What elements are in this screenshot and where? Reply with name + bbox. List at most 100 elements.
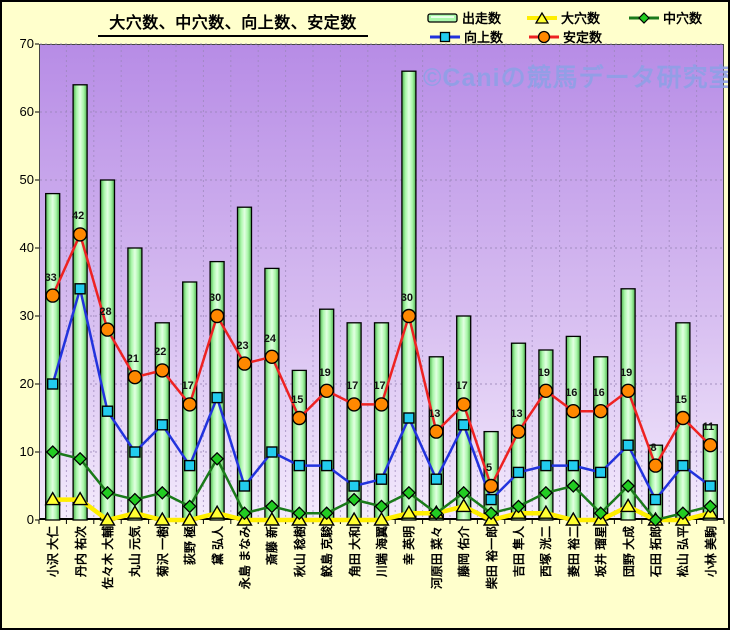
marker-安定数	[401, 308, 417, 324]
marker-中穴数	[73, 451, 88, 466]
x-axis-label: 佐々木 大輔	[101, 525, 116, 590]
y-axis-label: 70	[19, 36, 34, 51]
legend-bar-swatch	[427, 12, 458, 23]
x-axis-label: 菱田 裕二	[566, 525, 581, 578]
marker-大穴数	[126, 504, 144, 519]
x-axis-label: 石田 拓郎	[649, 525, 664, 578]
marker-向上数	[430, 473, 442, 485]
x-axis-label: 藤岡 佑介	[457, 525, 472, 578]
point-label-安定数: 19	[537, 366, 551, 379]
marker-中穴数	[374, 499, 389, 514]
legend-triangle-swatch	[527, 11, 557, 24]
marker-中穴数	[456, 485, 471, 500]
x-axis-label: 松山 弘平	[676, 525, 691, 578]
legend-diamond-swatch	[629, 11, 659, 24]
marker-向上数	[156, 419, 169, 431]
marker-向上数	[321, 459, 333, 472]
marker-中穴数	[210, 451, 225, 466]
marker-安定数	[292, 410, 307, 426]
marker-向上数	[458, 419, 470, 431]
marker-安定数	[703, 438, 718, 453]
marker-安定数	[346, 397, 362, 412]
bar-鮫島 克駿	[319, 308, 335, 521]
point-label-安定数: 13	[510, 407, 523, 420]
x-axis-label: 角田 大和	[347, 525, 362, 578]
marker-向上数	[129, 446, 141, 458]
marker-安定数	[483, 478, 499, 494]
x-axis-label: 吉田 隼人	[512, 525, 527, 578]
y-axis-label: 0	[26, 512, 34, 527]
x-axis-label: 河原田 菜々	[429, 525, 444, 590]
point-label-安定数: 11	[702, 421, 715, 434]
marker-安定数	[429, 424, 444, 439]
marker-向上数	[567, 459, 579, 472]
marker-向上数	[375, 473, 388, 485]
marker-向上数	[540, 459, 552, 472]
marker-向上数	[622, 439, 634, 451]
legend-item-出走数: 出走数	[427, 8, 501, 27]
legend-label: 大穴数	[561, 11, 601, 26]
marker-向上数	[348, 480, 360, 492]
marker-向上数	[211, 391, 223, 404]
marker-安定数	[100, 322, 115, 337]
marker-安定数	[319, 383, 334, 398]
marker-向上数	[403, 412, 415, 424]
marker-大穴数	[565, 511, 582, 526]
x-axis-label: 荻野 極	[183, 525, 198, 566]
bar-秋山 稔樹	[291, 369, 307, 521]
marker-向上数	[293, 459, 305, 472]
x-axis-label: 鮫島 克駿	[320, 525, 335, 578]
x-axis-label: 黛 弘人	[210, 525, 225, 566]
marker-中穴数	[319, 506, 334, 521]
x-axis-label: 丸山 元気	[128, 525, 143, 578]
y-axis-label: 50	[19, 172, 34, 187]
marker-向上数	[266, 446, 278, 458]
marker-安定数	[209, 308, 225, 324]
point-label-安定数: 30	[400, 292, 414, 304]
marker-中穴数	[45, 445, 60, 459]
point-label-安定数: 22	[154, 346, 167, 359]
y-axis-label: 20	[19, 376, 34, 391]
marker-安定数	[182, 397, 197, 412]
point-label-安定数: 21	[126, 353, 140, 366]
x-axis-label: 秋山 稔樹	[292, 525, 307, 578]
marker-中穴数	[237, 506, 252, 521]
point-label-安定数: 19	[619, 366, 633, 379]
marker-大穴数	[71, 491, 89, 506]
marker-向上数	[704, 480, 716, 492]
point-label-安定数: 23	[236, 339, 249, 352]
marker-安定数	[127, 370, 143, 385]
marker-中穴数	[292, 506, 307, 521]
x-axis-label: 小林 美駒	[703, 525, 718, 578]
marker-中穴数	[648, 513, 663, 527]
marker-大穴数	[263, 511, 281, 526]
marker-中穴数	[100, 485, 115, 500]
point-label-安定数: 28	[99, 305, 112, 318]
point-label-安定数: 15	[291, 394, 304, 406]
chart-title: 大穴数、中穴数、向上数、安定数	[98, 9, 368, 37]
marker-大穴数	[455, 498, 472, 513]
point-label-安定数: 17	[345, 380, 359, 393]
marker-向上数	[238, 480, 251, 492]
marker-向上数	[101, 405, 114, 417]
marker-中穴数	[264, 499, 279, 514]
point-label-安定数: 16	[592, 387, 605, 400]
marker-中穴数	[484, 506, 499, 521]
x-axis-label: 川端 海翼	[375, 525, 390, 578]
point-label-安定数: 42	[71, 210, 85, 223]
marker-向上数	[74, 283, 86, 295]
marker-大穴数	[537, 504, 555, 519]
point-label-安定数: 8	[650, 441, 657, 454]
bar-坂井 瑠星	[593, 356, 609, 521]
bar-団野 大成	[620, 288, 636, 521]
point-label-安定数: 16	[565, 387, 578, 400]
marker-大穴数	[208, 504, 226, 519]
x-axis-label: 幸 英明	[402, 525, 417, 566]
marker-大穴数	[400, 504, 418, 519]
x-axis-label: 斎藤 新	[265, 525, 280, 566]
marker-向上数	[485, 493, 497, 506]
marker-中穴数	[401, 485, 416, 500]
legend-item-大穴数: 大穴数	[526, 8, 600, 27]
